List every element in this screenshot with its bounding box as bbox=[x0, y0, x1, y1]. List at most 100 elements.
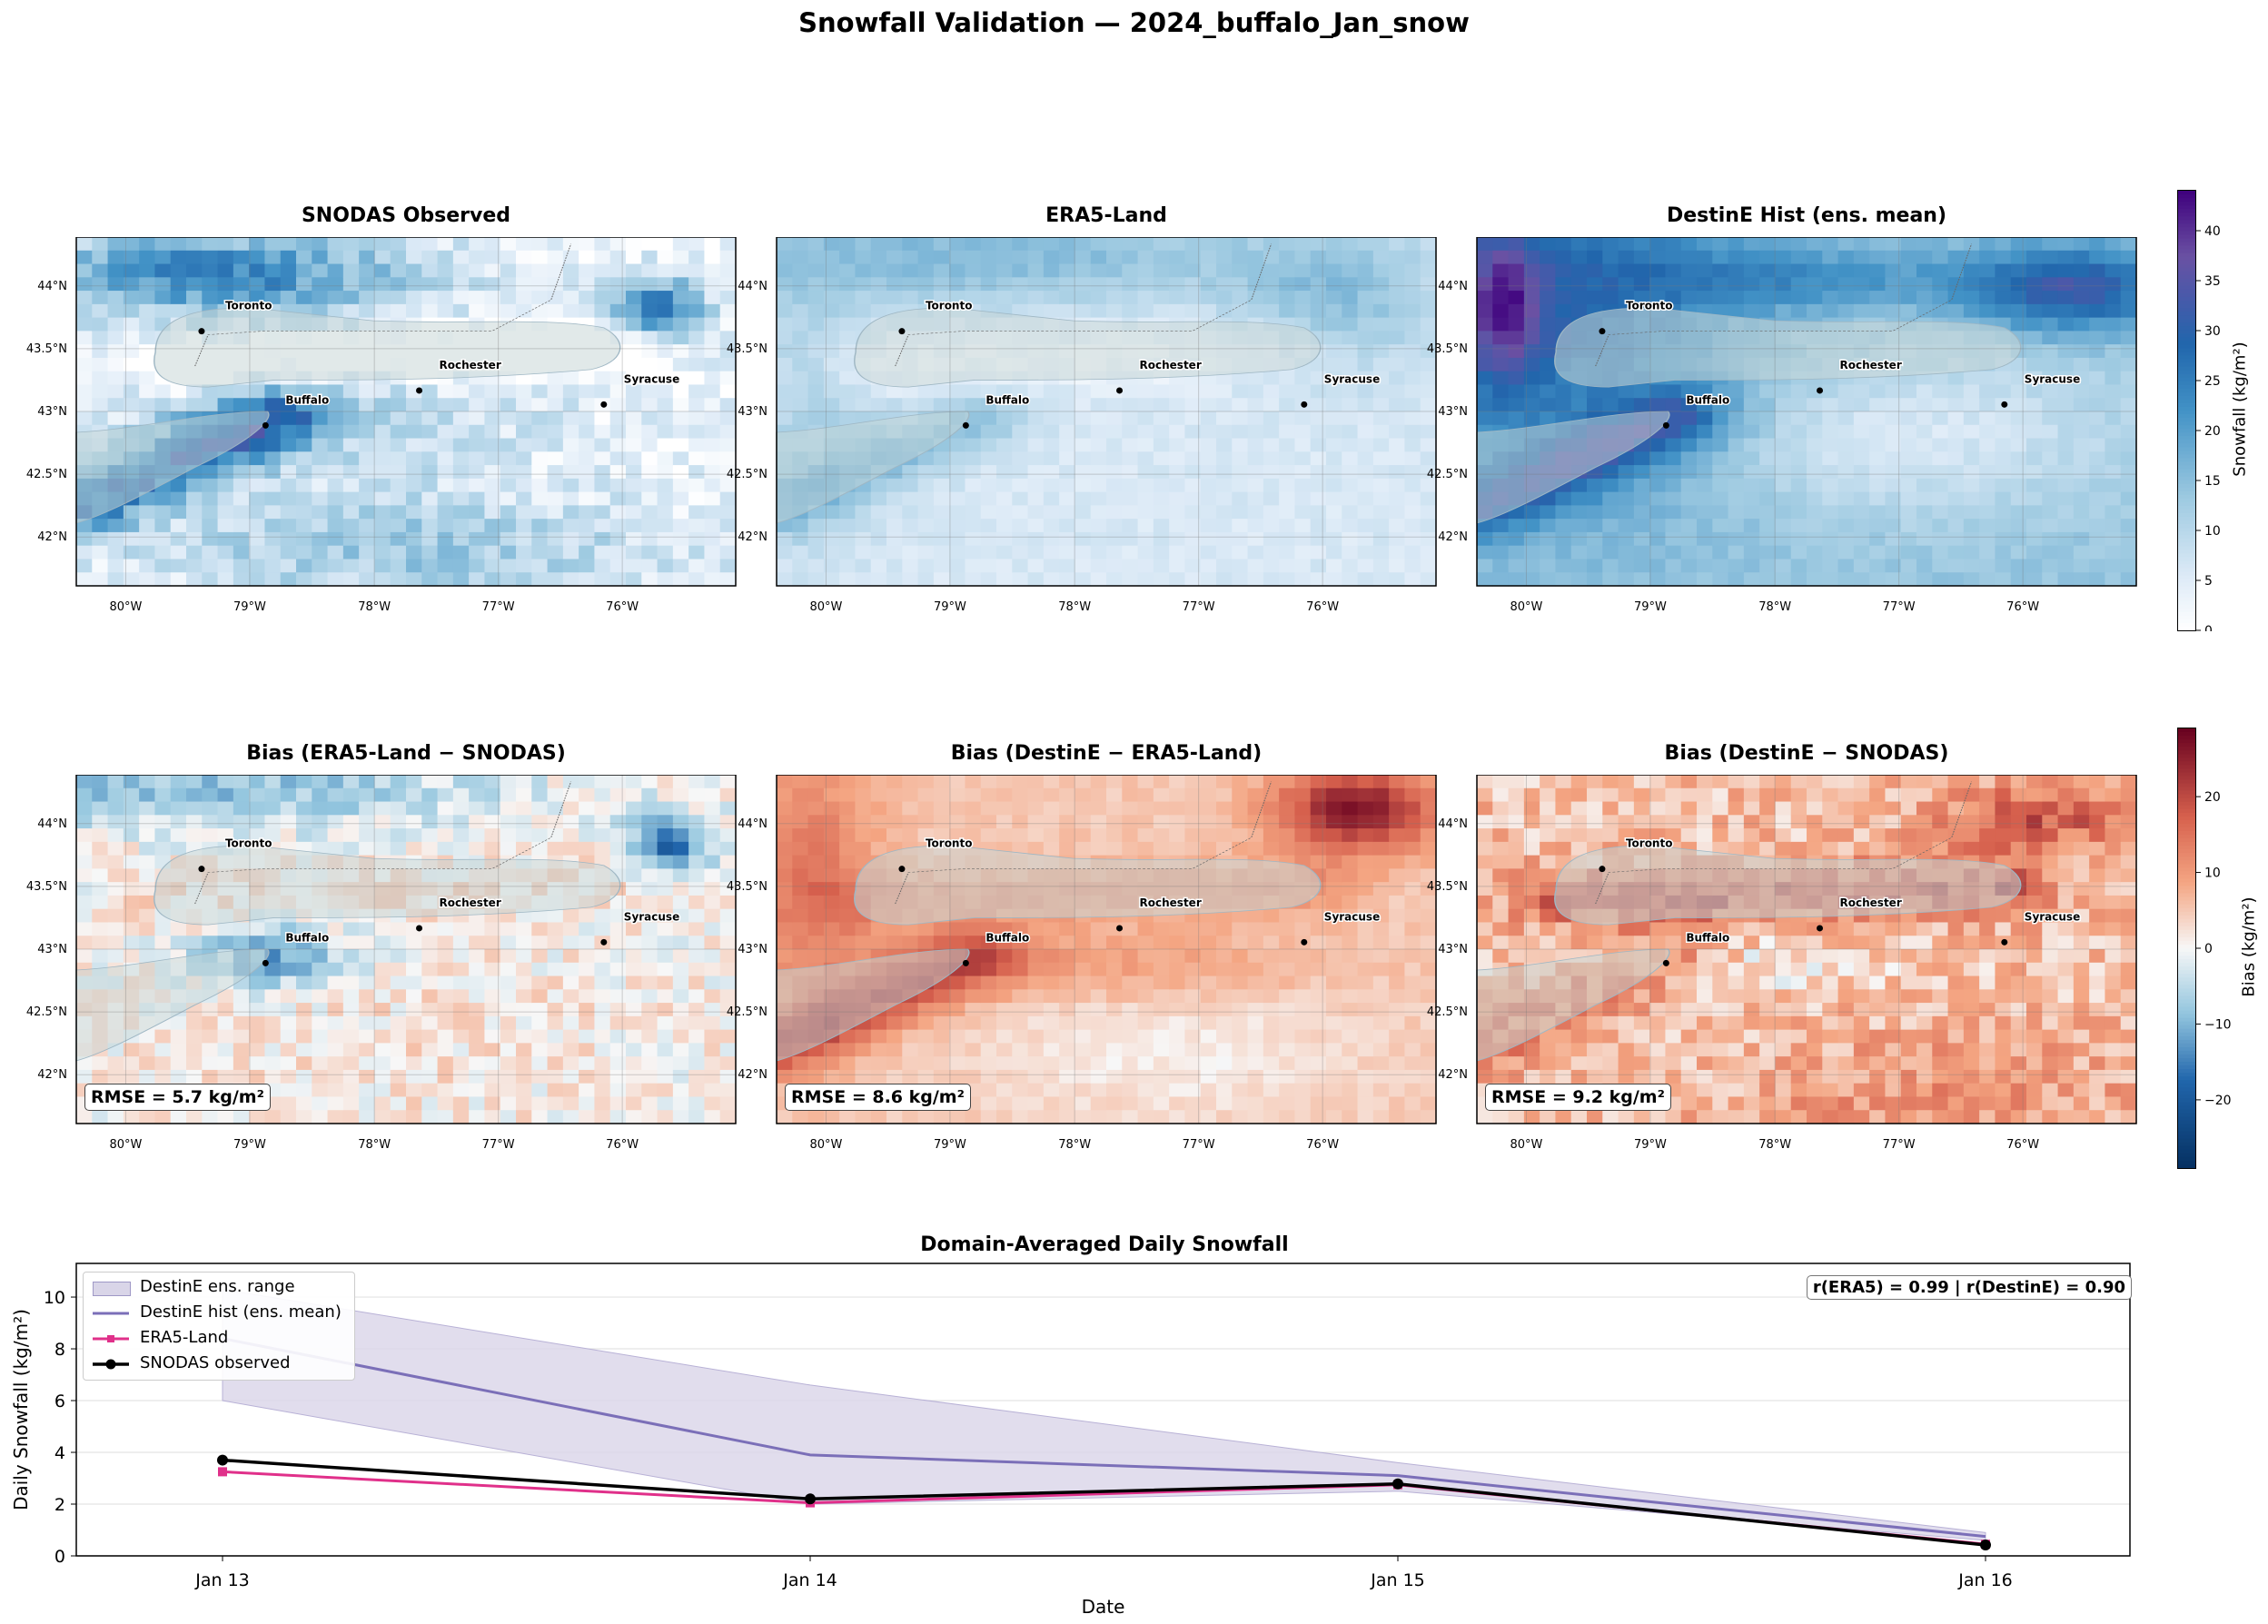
snodas-point bbox=[1392, 1478, 1403, 1490]
lat-tick-label: 43.5°N bbox=[727, 880, 768, 894]
x-tick-label: Jan 16 bbox=[1957, 1570, 2013, 1590]
lon-tick-label: 80°W bbox=[809, 600, 842, 614]
colorbar-tick-label: 10 bbox=[2204, 866, 2221, 881]
lat-tick-label: 43°N bbox=[37, 943, 67, 956]
x-axis-label: Date bbox=[1082, 1596, 1125, 1618]
lat-tick-label: 42.5°N bbox=[727, 468, 768, 481]
map-title: ERA5-Land bbox=[1045, 204, 1167, 227]
timeseries-title: Domain-Averaged Daily Snowfall bbox=[920, 1233, 1289, 1256]
lon-tick-label: 78°W bbox=[1758, 600, 1791, 614]
bias-colorbar-ticks: 20 10 0 −10 −20 bbox=[2196, 728, 2242, 1169]
map-title: SNODAS Observed bbox=[301, 204, 511, 227]
city-marker bbox=[2001, 938, 2008, 946]
lon-tick-label: 79°W bbox=[934, 600, 966, 614]
city-marker bbox=[898, 866, 906, 873]
lon-tick-label: 79°W bbox=[233, 1138, 266, 1152]
lat-tick-label: 42.5°N bbox=[26, 1005, 67, 1019]
rmse-label: RMSE = 8.6 kg/m² bbox=[785, 1084, 971, 1111]
colorbar-tick-label: 35 bbox=[2204, 274, 2221, 289]
colorbar-tick-label: −10 bbox=[2204, 1017, 2232, 1032]
lon-tick-label: 78°W bbox=[358, 600, 391, 614]
legend-label-destine: DestinE hist (ens. mean) bbox=[140, 1302, 342, 1322]
colorbar-tick-label: 30 bbox=[2204, 324, 2221, 339]
city-label: Buffalo bbox=[285, 931, 329, 944]
colorbar-tick-label: 15 bbox=[2204, 474, 2221, 489]
lat-tick-label: 44°N bbox=[1438, 280, 1468, 293]
colorbar-gradient bbox=[2178, 191, 2195, 631]
lat-tick-label: 42°N bbox=[1438, 530, 1468, 544]
lat-tick-label: 43°N bbox=[1438, 405, 1468, 419]
lon-tick-label: 78°W bbox=[1758, 1138, 1791, 1152]
lat-tick-label: 42°N bbox=[37, 1068, 67, 1082]
city-marker bbox=[416, 387, 423, 394]
city-marker bbox=[1817, 925, 1824, 932]
lat-tick-label: 42°N bbox=[738, 530, 768, 544]
colorbar-tick-label: 20 bbox=[2204, 790, 2221, 805]
lon-tick-label: 79°W bbox=[934, 1138, 966, 1152]
lon-tick-label: 80°W bbox=[809, 1138, 842, 1152]
city-label: Toronto bbox=[225, 300, 272, 312]
city-label: Buffalo bbox=[985, 931, 1029, 944]
timeseries-legend: DestinE ens. range DestinE hist (ens. me… bbox=[83, 1272, 355, 1381]
city-marker bbox=[1301, 401, 1308, 408]
lat-tick-label: 44°N bbox=[37, 280, 67, 293]
timeseries-chart: 0 2 4 6 8 10 Jan 13 Jan 14 Jan 15 Jan 16 Date Daily… bbox=[10, 1263, 2131, 1618]
lon-tick-label: 76°W bbox=[606, 1138, 639, 1152]
rmse-label: RMSE = 9.2 kg/m² bbox=[1485, 1084, 1671, 1111]
lon-tick-label: 80°W bbox=[109, 1138, 142, 1152]
lat-tick-label: 44°N bbox=[1438, 817, 1468, 831]
lat-tick-label: 42.5°N bbox=[1427, 468, 1468, 481]
y-tick-label: 6 bbox=[54, 1391, 65, 1411]
city-marker bbox=[198, 328, 205, 335]
lat-tick-label: 42°N bbox=[738, 1068, 768, 1082]
lon-tick-label: 78°W bbox=[1058, 1138, 1091, 1152]
lat-tick-label: 44°N bbox=[738, 280, 768, 293]
map-panel: Toronto Rochester Buffalo Syracuse 80°W 79°W 7… bbox=[26, 237, 737, 614]
snodas-point bbox=[805, 1493, 816, 1505]
city-marker bbox=[962, 421, 969, 429]
city-marker bbox=[1599, 866, 1606, 873]
lon-tick-label: 77°W bbox=[1183, 600, 1215, 614]
city-marker bbox=[600, 401, 608, 408]
lon-tick-label: 80°W bbox=[1510, 600, 1542, 614]
city-label: Toronto bbox=[926, 300, 973, 312]
colorbar-tick-label: 5 bbox=[2204, 574, 2213, 589]
legend-swatch-destine bbox=[93, 1312, 129, 1315]
city-label: Toronto bbox=[926, 837, 973, 850]
city-label: Rochester bbox=[440, 896, 501, 909]
map-title: DestinE Hist (ens. mean) bbox=[1666, 204, 1947, 227]
lon-tick-label: 77°W bbox=[1883, 600, 1916, 614]
city-marker bbox=[262, 959, 269, 966]
city-marker bbox=[1662, 421, 1669, 429]
colorbar-ticks: 20 10 0 −10 −20 bbox=[2196, 790, 2232, 1108]
city-label: Syracuse bbox=[2025, 372, 2080, 385]
bias-colorbar-label: Bias (kg/m²) bbox=[2239, 896, 2259, 997]
city-marker bbox=[898, 328, 906, 335]
colorbar-tick-label: 25 bbox=[2204, 374, 2221, 389]
map-panel: Toronto Rochester Buffalo Syracuse 80°W 79°W 7… bbox=[1427, 237, 2137, 614]
lat-tick-label: 43°N bbox=[738, 943, 768, 956]
city-label: Toronto bbox=[1626, 300, 1673, 312]
lon-tick-label: 76°W bbox=[2006, 600, 2039, 614]
lat-tick-label: 42°N bbox=[37, 530, 67, 544]
city-label: Toronto bbox=[225, 837, 272, 850]
legend-swatch-band bbox=[93, 1282, 131, 1296]
map-title: Bias (ERA5-Land − SNODAS) bbox=[246, 742, 566, 765]
city-label: Syracuse bbox=[1324, 910, 1380, 923]
city-label: Syracuse bbox=[1324, 372, 1380, 385]
lat-tick-label: 42.5°N bbox=[1427, 1005, 1468, 1019]
lat-tick-label: 43.5°N bbox=[26, 342, 67, 356]
y-tick-label: 4 bbox=[54, 1443, 65, 1463]
x-tick-label: Jan 14 bbox=[782, 1570, 837, 1590]
lat-tick-label: 43°N bbox=[37, 405, 67, 419]
city-marker bbox=[262, 421, 269, 429]
legend-label-snodas: SNODAS observed bbox=[140, 1353, 291, 1372]
lon-tick-label: 78°W bbox=[1058, 600, 1091, 614]
lat-tick-label: 43°N bbox=[1438, 943, 1468, 956]
lon-tick-label: 78°W bbox=[358, 1138, 391, 1152]
destine-line bbox=[222, 1337, 1986, 1539]
figure-title: Snowfall Validation — 2024_buffalo_Jan_s… bbox=[798, 7, 1470, 38]
y-tick-label: 2 bbox=[54, 1495, 65, 1515]
bias-colorbar bbox=[2177, 728, 2196, 1169]
city-label: Buffalo bbox=[1686, 393, 1729, 406]
